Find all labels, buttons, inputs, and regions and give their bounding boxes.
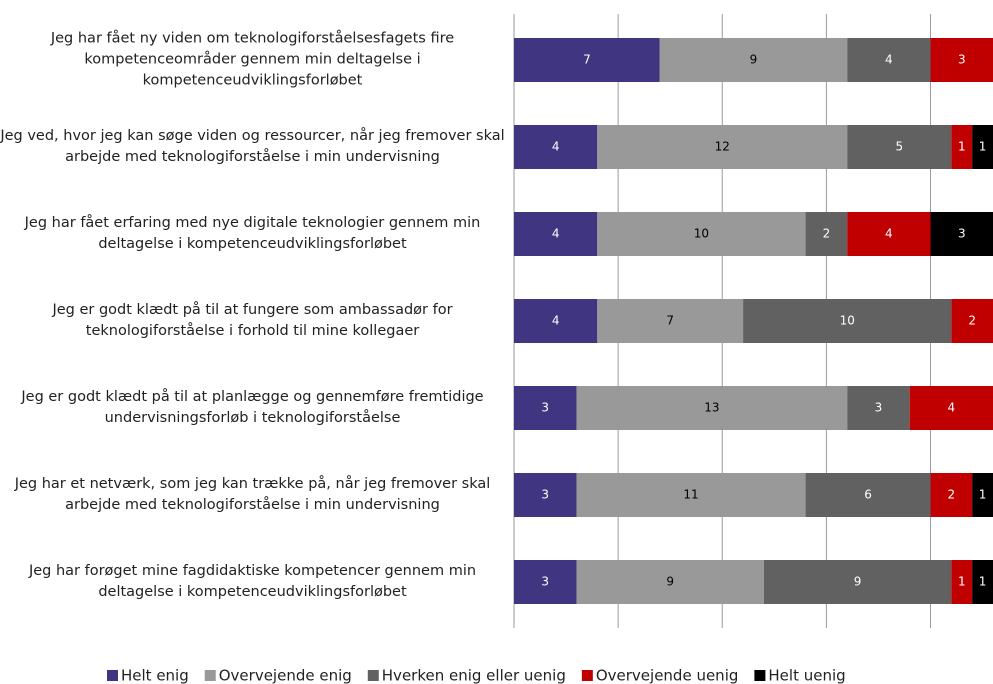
- data-label: 4: [552, 227, 560, 241]
- bar-segment: [972, 560, 993, 604]
- bar-segment: [514, 560, 577, 604]
- data-label: 2: [948, 488, 956, 502]
- data-label: 4: [885, 53, 893, 67]
- category-label: Jeg har forøget mine fagdidaktiske kompe…: [28, 563, 477, 600]
- data-label: 3: [875, 401, 883, 415]
- bar-segment: [514, 299, 598, 343]
- bar-segment: [847, 38, 931, 82]
- bar-segment: [514, 473, 577, 517]
- legend-label: Helt uenig: [768, 667, 845, 684]
- bar-segment: [576, 386, 848, 430]
- bar-segment: [659, 38, 848, 82]
- data-label: 11: [683, 488, 698, 502]
- data-label: 9: [666, 575, 674, 589]
- bar-segment: [951, 299, 993, 343]
- data-label: 7: [583, 53, 591, 67]
- bar-segment: [597, 212, 806, 256]
- legend-label: Overvejende uenig: [596, 667, 739, 684]
- bar-segment: [909, 386, 993, 430]
- data-label: 5: [895, 140, 903, 154]
- data-label: 3: [958, 53, 966, 67]
- bar-segment: [514, 38, 660, 82]
- data-label: 10: [694, 227, 709, 241]
- data-label: 1: [979, 575, 987, 589]
- bar-segment: [576, 560, 764, 604]
- data-label: 4: [948, 401, 956, 415]
- legend-swatch: [204, 670, 216, 681]
- data-label: 1: [958, 575, 966, 589]
- bar-segment: [743, 299, 952, 343]
- data-label: 2: [823, 227, 831, 241]
- data-label: 2: [968, 314, 976, 328]
- legend-label: Overvejende enig: [219, 667, 352, 684]
- data-label: 4: [552, 314, 560, 328]
- bar-segment: [930, 212, 993, 256]
- data-label: 1: [979, 140, 987, 154]
- bar-segment: [805, 212, 848, 256]
- data-label: 3: [541, 401, 549, 415]
- bar-segment: [847, 212, 931, 256]
- data-label: 10: [840, 314, 855, 328]
- bar-segment: [951, 560, 973, 604]
- legend-swatch: [367, 670, 379, 681]
- data-label: 3: [958, 227, 966, 241]
- category-label: Jeg har et netværk, som jeg kan trække p…: [14, 476, 491, 513]
- bar-segment: [514, 212, 598, 256]
- bar-segment: [597, 299, 744, 343]
- bar-segment: [930, 38, 993, 82]
- bar-segment: [514, 125, 598, 169]
- category-label: Jeg er godt klædt på til at fungere som …: [52, 302, 453, 339]
- data-label: 9: [750, 53, 758, 67]
- bar-segment: [847, 125, 952, 169]
- data-label: 9: [854, 575, 862, 589]
- bar-segment: [805, 473, 931, 517]
- bar-segment: [972, 473, 993, 517]
- legend-swatch: [581, 670, 593, 681]
- legend-swatch: [754, 670, 766, 681]
- category-label: Jeg ved, hvor jeg kan søge viden og ress…: [0, 128, 505, 165]
- data-label: 1: [958, 140, 966, 154]
- category-label: Jeg er godt klædt på til at planlægge og…: [21, 389, 484, 426]
- bar-segment: [597, 125, 848, 169]
- bar-segment: [972, 125, 993, 169]
- data-label: 3: [541, 575, 549, 589]
- bar-segment: [576, 473, 806, 517]
- legend-label: Hverken enig eller uenig: [382, 667, 566, 684]
- category-label: Jeg har fået ny viden om teknologiforstå…: [50, 30, 455, 89]
- bar-segment: [930, 473, 973, 517]
- bar-segment: [514, 386, 577, 430]
- data-label: 12: [715, 140, 730, 154]
- data-label: 7: [666, 314, 674, 328]
- bar-segment: [763, 560, 952, 604]
- data-label: 4: [885, 227, 893, 241]
- data-label: 6: [864, 488, 872, 502]
- legend-swatch: [107, 670, 118, 681]
- bar-segment: [951, 125, 973, 169]
- bar-segment: [847, 386, 910, 430]
- data-label: 3: [541, 488, 549, 502]
- data-label: 4: [552, 140, 560, 154]
- data-label: 13: [704, 401, 719, 415]
- category-label: Jeg har fået erfaring med nye digitale t…: [24, 215, 481, 252]
- data-label: 1: [979, 488, 987, 502]
- legend-label: Helt enig: [121, 667, 189, 684]
